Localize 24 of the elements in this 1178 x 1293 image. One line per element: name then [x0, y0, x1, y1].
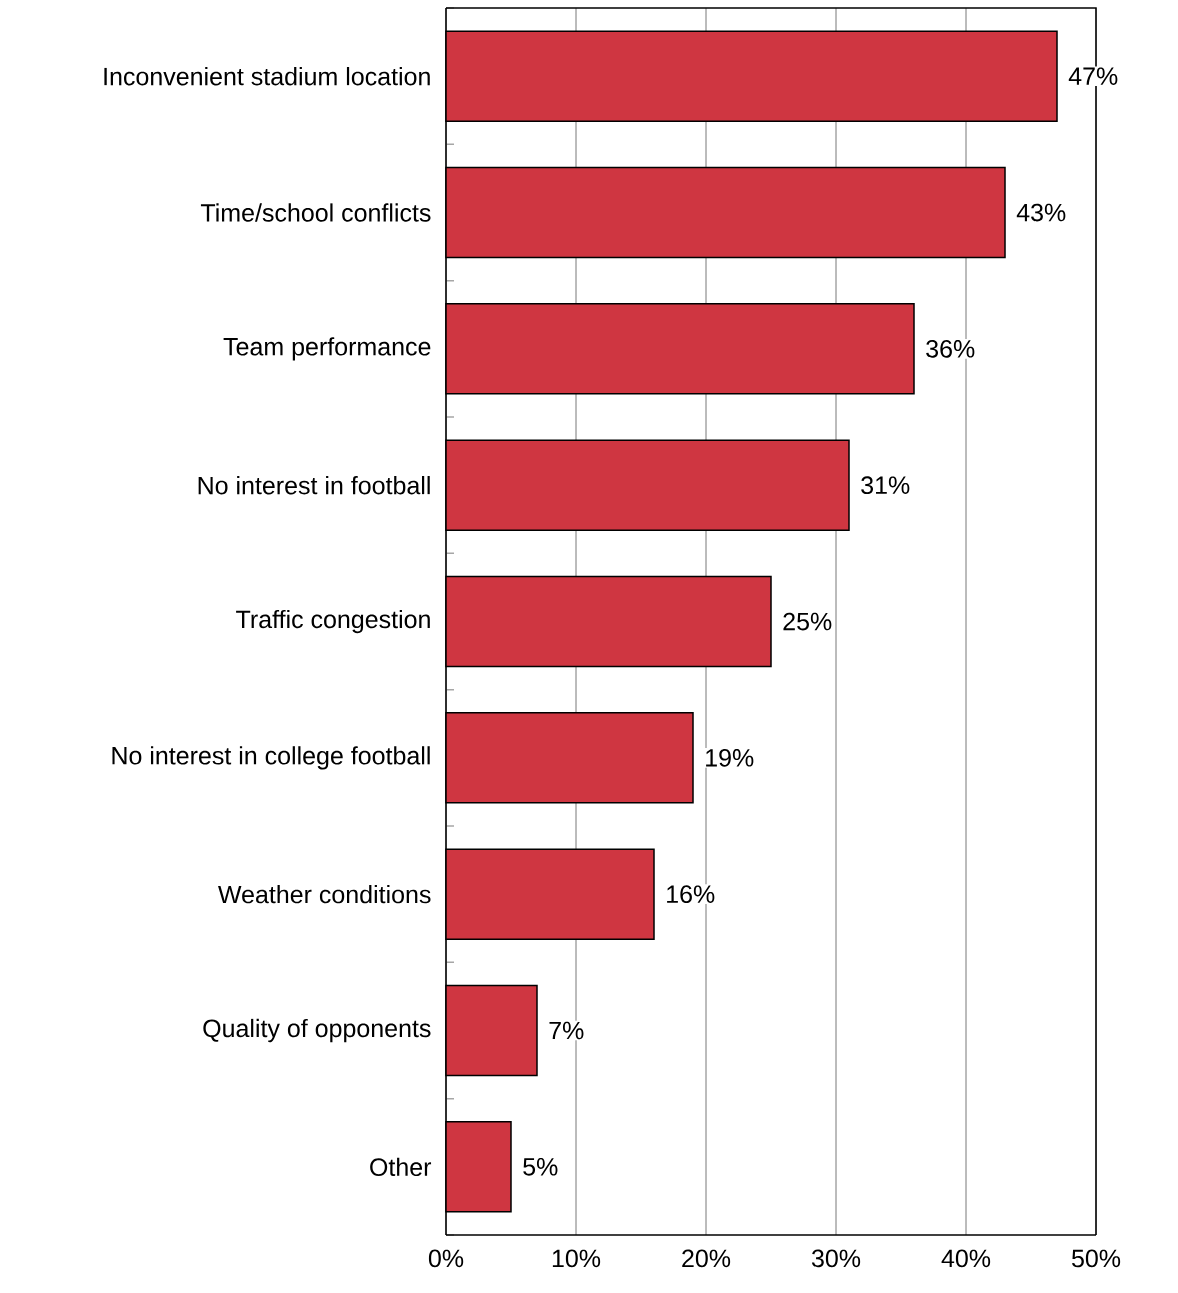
data-label: 36% — [926, 340, 975, 358]
x-tick-label: 30% — [811, 1249, 861, 1268]
y-tick-label: Traffic congestion — [236, 609, 430, 634]
y-tick-label: Weather conditions — [218, 885, 431, 904]
y-tick-label: Time/school conflicts — [200, 203, 431, 222]
data-label: 19% — [706, 749, 754, 767]
x-tick-label: 0% — [428, 1249, 464, 1268]
y-tick-label: No interest in college football — [112, 746, 430, 770]
x-tick-label: 10% — [552, 1249, 601, 1268]
x-tick-label: 50% — [1071, 1249, 1121, 1268]
y-tick-label: Other — [370, 1157, 432, 1177]
data-label: 25% — [783, 612, 832, 631]
data-label: 43% — [1016, 203, 1066, 222]
data-label: 7% — [549, 1021, 584, 1040]
y-tick-label: Quality of opponents — [203, 1018, 431, 1043]
y-tick-label: Team performance — [223, 337, 431, 361]
data-label: 31% — [861, 476, 910, 495]
data-label: 16% — [667, 885, 715, 904]
x-tick-label: 40% — [941, 1249, 991, 1268]
x-tick-label: 20% — [682, 1249, 731, 1268]
y-tick-label: No interest in football — [198, 476, 430, 495]
data-label: 47% — [1068, 67, 1118, 85]
y-tick-label: Inconvenient stadium location — [104, 67, 430, 86]
data-label: 5% — [523, 1158, 558, 1176]
